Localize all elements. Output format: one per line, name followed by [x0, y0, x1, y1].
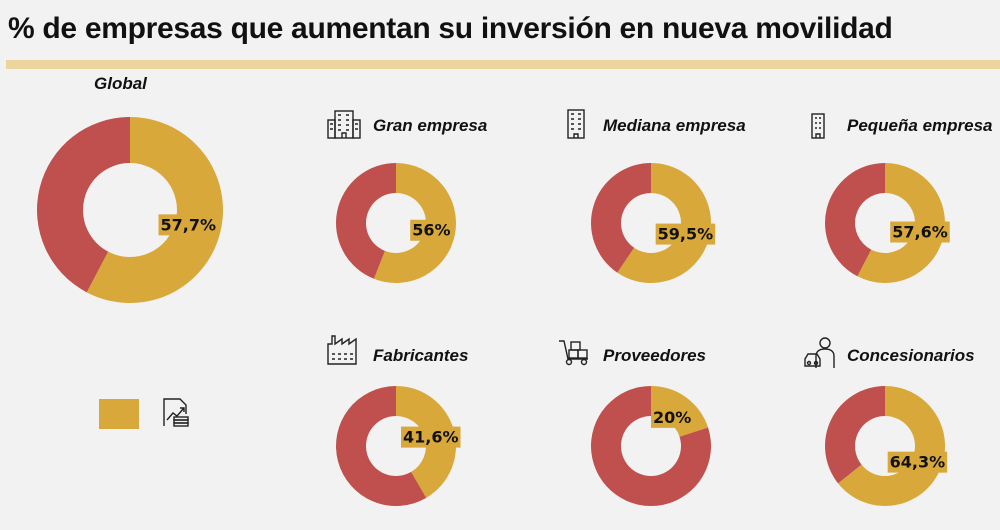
data-label-bg-Global: [158, 214, 219, 236]
data-label-pequena: 57,6%: [892, 223, 948, 242]
page-title: % de empresas que aumentan su inversión …: [8, 12, 893, 45]
donut-slice-Global-rest: [36, 117, 130, 293]
donut-slice-mediana-rest: [590, 163, 651, 273]
data-label-bg-proveedores: [651, 406, 694, 428]
panel-title-fabricantes: Fabricantes: [373, 346, 469, 365]
donut-slice-Global-increase: [86, 117, 223, 303]
data-label-concesionarios: 64,3%: [890, 453, 946, 472]
panel-title-proveedores: Proveedores: [603, 346, 706, 365]
data-label-bg-fabricantes: [400, 426, 461, 448]
data-label-bg-gran: [410, 219, 453, 241]
investment-growth-icon: [163, 398, 189, 427]
data-label-Global: 57,7%: [160, 215, 216, 234]
donut-slice-concesionarios-rest: [825, 386, 885, 484]
data-label-bg-pequena: [890, 221, 950, 243]
donut-slice-pequena-rest: [825, 163, 885, 277]
panel-title-pequena: Pequeña empresa: [847, 116, 993, 135]
panel-title-global: Global: [94, 74, 147, 93]
data-label-fabricantes: 41,6%: [403, 428, 459, 447]
data-label-mediana: 59,5%: [658, 225, 714, 244]
donut-slice-pequena-increase: [857, 163, 946, 283]
panel-title-gran: Gran empresa: [373, 116, 488, 135]
panel-title-concesionarios: Concesionarios: [847, 346, 975, 365]
donut-slice-gran-rest: [336, 163, 396, 279]
medium-building-icon: [567, 109, 585, 139]
car-dealer-icon: [804, 337, 835, 368]
donut-slice-proveedores-rest: [591, 386, 712, 507]
donut-slice-concesionarios-increase: [838, 386, 946, 507]
legend-swatch-increase: [99, 399, 139, 429]
panel-title-mediana: Mediana empresa: [603, 116, 746, 135]
hand-truck-icon: [559, 340, 588, 366]
large-building-icon: [327, 110, 361, 139]
data-label-proveedores: 20%: [653, 408, 691, 427]
data-label-bg-concesionarios: [887, 451, 948, 473]
data-label-gran: 56%: [412, 221, 450, 240]
small-building-icon: [811, 113, 825, 139]
title-divider: [6, 60, 1000, 69]
donut-slice-mediana-increase: [617, 163, 711, 283]
data-label-bg-mediana: [655, 223, 716, 245]
factory-icon: [327, 335, 357, 365]
donut-slice-fabricantes-rest: [336, 386, 427, 507]
donut-slice-gran-increase: [373, 163, 457, 283]
